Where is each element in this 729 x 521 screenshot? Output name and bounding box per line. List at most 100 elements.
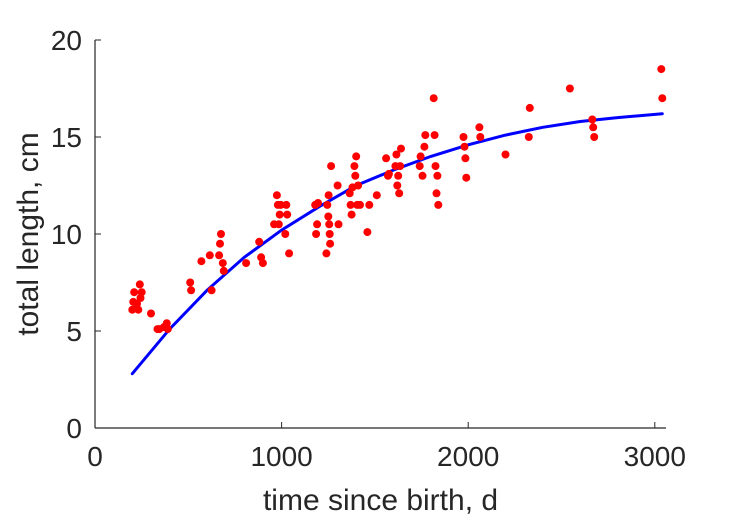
- data-point: [218, 259, 227, 268]
- data-point: [351, 171, 360, 180]
- data-point: [354, 181, 363, 190]
- data-point: [588, 115, 597, 124]
- data-point: [255, 237, 264, 246]
- data-point: [217, 230, 225, 238]
- y-axis-label: total length, cm: [12, 132, 45, 335]
- data-point: [322, 249, 331, 258]
- data-point: [397, 144, 405, 153]
- data-point: [421, 131, 430, 140]
- data-point: [128, 305, 137, 314]
- y-tick-label: 10: [51, 219, 82, 250]
- data-point: [216, 239, 224, 248]
- data-point: [327, 162, 336, 171]
- data-point: [215, 251, 224, 260]
- data-point: [162, 319, 171, 328]
- data-point: [207, 286, 216, 295]
- data-point: [476, 133, 485, 141]
- data-point: [326, 239, 335, 248]
- data-point: [658, 94, 667, 103]
- data-point: [272, 191, 281, 200]
- data-point: [324, 191, 333, 200]
- y-tick-label: 5: [66, 316, 82, 347]
- data-point: [433, 171, 442, 180]
- data-point: [325, 230, 334, 238]
- data-point: [431, 162, 440, 171]
- data-point: [416, 152, 425, 161]
- data-point: [524, 133, 533, 141]
- data-point: [657, 65, 666, 74]
- data-point: [205, 251, 214, 260]
- data-point: [135, 280, 144, 289]
- data-point: [312, 230, 321, 238]
- x-axis-label: time since birth, d: [263, 484, 498, 517]
- data-point: [475, 123, 484, 132]
- data-point: [130, 288, 139, 297]
- data-point: [525, 103, 534, 112]
- data-point: [462, 173, 471, 182]
- data-point: [392, 150, 401, 159]
- x-ticks: 0 1000 2000 3000: [87, 422, 686, 472]
- data-point: [147, 309, 155, 318]
- plot-area: [128, 65, 667, 376]
- y-tick-label: 15: [51, 122, 82, 153]
- data-point: [372, 191, 381, 200]
- data-point: [393, 181, 402, 190]
- data-point: [589, 123, 598, 132]
- y-tick-label: 0: [66, 413, 82, 444]
- data-point: [434, 200, 443, 209]
- data-point: [137, 288, 146, 297]
- fitted-curve: [130, 112, 664, 376]
- data-point: [347, 210, 356, 219]
- data-point: [282, 200, 291, 209]
- data-point: [382, 154, 391, 163]
- data-point: [258, 259, 267, 268]
- data-point: [356, 200, 364, 209]
- data-point: [352, 152, 361, 161]
- data-point: [281, 230, 290, 238]
- data-point: [323, 200, 332, 209]
- data-point: [186, 278, 195, 287]
- x-tick-label: 1000: [250, 441, 312, 472]
- data-point: [418, 171, 427, 180]
- data-point: [197, 257, 206, 266]
- data-point: [365, 200, 374, 209]
- data-point: [415, 162, 424, 171]
- y-ticks: 0 5 10 15 20: [51, 25, 101, 444]
- y-tick-label: 20: [51, 25, 82, 56]
- data-point: [324, 212, 333, 221]
- data-point: [334, 220, 343, 229]
- data-point: [384, 169, 393, 178]
- x-tick-label: 0: [87, 441, 103, 472]
- data-point: [460, 142, 469, 151]
- data-point: [394, 171, 403, 180]
- data-point: [429, 94, 438, 103]
- x-tick-label: 3000: [624, 441, 686, 472]
- data-point: [459, 133, 468, 141]
- data-point: [187, 286, 196, 295]
- data-point: [430, 131, 439, 140]
- data-point: [163, 325, 172, 334]
- x-tick-label: 2000: [437, 441, 499, 472]
- data-point: [432, 189, 441, 198]
- data-point: [461, 154, 470, 163]
- axes: 0 1000 2000 3000 0 5 10 15 20: [51, 25, 686, 472]
- data-point: [395, 189, 404, 198]
- data-point: [314, 199, 322, 207]
- data-point: [325, 220, 334, 229]
- data-point: [283, 210, 292, 219]
- data-point: [275, 210, 284, 219]
- data-point: [420, 142, 429, 151]
- data-point: [219, 266, 228, 275]
- data-point: [285, 249, 294, 258]
- data-point: [363, 228, 372, 237]
- data-point: [350, 162, 359, 171]
- data-point: [274, 220, 283, 229]
- data-point: [134, 305, 143, 314]
- data-point: [242, 259, 251, 268]
- data-point: [276, 200, 285, 209]
- data-point: [396, 162, 405, 171]
- data-point: [313, 220, 322, 229]
- data-point: [590, 133, 599, 141]
- data-point: [333, 181, 342, 190]
